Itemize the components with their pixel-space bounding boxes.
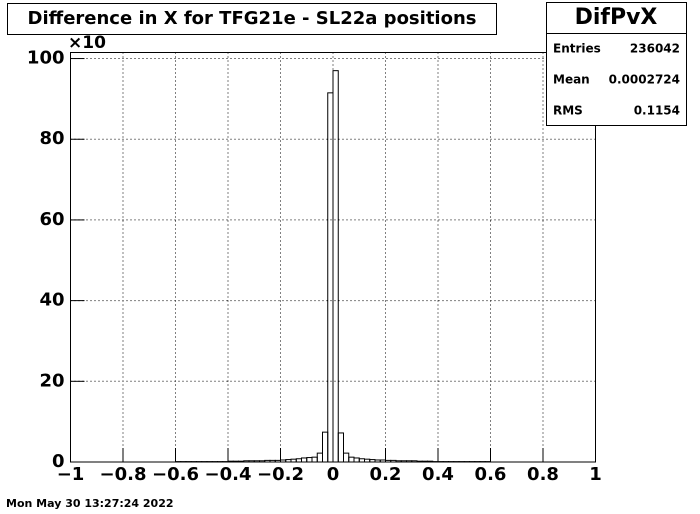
bar (348, 456, 355, 463)
stats-value: 236042 (630, 42, 680, 56)
bar (332, 70, 339, 463)
y-tick-label: 20 (39, 370, 64, 391)
x-tick-label: 0.6 (475, 464, 507, 485)
stats-label: Entries (553, 42, 601, 56)
x-tick-label: −1 (57, 464, 85, 485)
bar (311, 456, 318, 463)
x-tick-label: 0 (327, 464, 340, 485)
x-tick-label: 1 (589, 464, 602, 485)
stats-value: 0.0002724 (609, 73, 680, 87)
bar (343, 452, 350, 463)
y-tick-label: 40 (39, 290, 64, 311)
chart-title: Difference in X for TFG21e - SL22a posit… (28, 8, 477, 29)
stats-label: Mean (553, 73, 590, 87)
stats-label: RMS (553, 104, 583, 118)
x-tick-label: 0.4 (422, 464, 454, 485)
title-box (7, 3, 497, 35)
bar (353, 457, 360, 463)
x-tick-label: 0.8 (527, 464, 559, 485)
bar (316, 452, 323, 463)
timestamp: Mon May 30 13:27:24 2022 (6, 497, 174, 510)
bar (322, 431, 329, 463)
x-tick-label: 0.2 (370, 464, 402, 485)
x-tick-label: −0.4 (205, 464, 252, 485)
x-tick-label: −0.8 (100, 464, 147, 485)
x-tick-label: −0.6 (152, 464, 199, 485)
stats-title: DifPvX (575, 5, 658, 30)
stats-box (546, 2, 687, 126)
bar (301, 457, 308, 463)
stats-value: 0.1154 (634, 104, 680, 118)
bar (327, 92, 334, 463)
bar (337, 432, 344, 463)
y-tick-label: 60 (39, 209, 64, 230)
x-tick-label: −0.2 (257, 464, 304, 485)
axis-multiplier: ×10 (68, 33, 106, 53)
plot-frame (70, 52, 596, 463)
y-tick-label: 0 (52, 451, 65, 472)
bar (306, 457, 313, 463)
y-tick-label: 100 (27, 48, 65, 69)
y-tick-label: 80 (39, 128, 64, 149)
